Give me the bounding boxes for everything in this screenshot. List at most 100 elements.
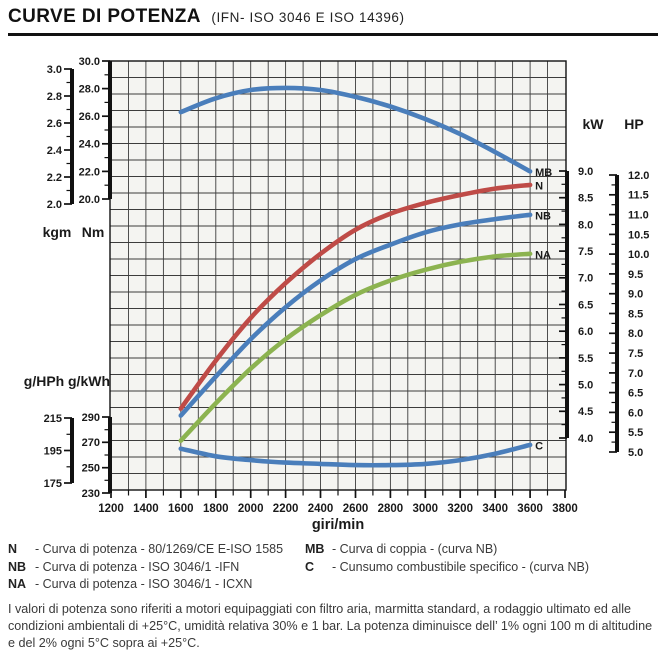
legend-term: N — [8, 542, 18, 556]
svg-text:8.5: 8.5 — [578, 193, 593, 205]
svg-text:1400: 1400 — [133, 503, 159, 515]
svg-text:270: 270 — [82, 437, 100, 449]
svg-text:7.0: 7.0 — [578, 273, 593, 285]
scale-ghph: 215 195 175 g/HPh — [24, 373, 74, 490]
svg-text:12.0: 12.0 — [628, 170, 649, 182]
svg-text:kW: kW — [583, 116, 605, 132]
legend-desc: - Curva di potenza - ISO 3046/1 - ICXN — [35, 577, 253, 591]
svg-text:HP: HP — [624, 116, 643, 132]
svg-text:6.5: 6.5 — [628, 387, 643, 399]
legend-term: C — [305, 559, 315, 574]
svg-text:5.5: 5.5 — [578, 353, 593, 365]
legend-desc: - Curva di potenza - ISO 3046/1 -IFN — [35, 559, 240, 574]
svg-text:22.0: 22.0 — [79, 166, 100, 178]
curve-NA: NA — [178, 249, 551, 443]
svg-text:28.0: 28.0 — [79, 83, 100, 95]
legend-item-nb: NB - Curva di potenza - ISO 3046/1 -IFN — [8, 559, 298, 577]
svg-text:7.5: 7.5 — [628, 348, 643, 360]
svg-text:8.0: 8.0 — [578, 219, 593, 231]
svg-text:6.0: 6.0 — [628, 407, 643, 419]
legend-term: MB — [305, 542, 325, 556]
x-axis-title: giri/min — [312, 517, 364, 533]
svg-text:7.0: 7.0 — [628, 368, 643, 380]
svg-text:1600: 1600 — [168, 503, 194, 515]
svg-text:26.0: 26.0 — [79, 111, 100, 123]
svg-text:10.0: 10.0 — [628, 249, 649, 261]
scale-gkwh: 290 270 250 230 g/kWh — [68, 373, 112, 500]
legend-item-n: N - Curva di potenza - 80/1269/CE E-ISO 1… — [8, 541, 298, 559]
curve-N: N — [178, 180, 543, 411]
curve-NB: NB — [178, 210, 551, 418]
legend-desc: - Cunsumo combustibile specifico - (curv… — [332, 559, 590, 574]
legend-term: NA — [8, 577, 27, 591]
power-curves-chart: 3.0 2.8 2.6 2.4 2.2 2.0 kgm 30.0 28.0 26.0 24.0 22.… — [0, 50, 666, 545]
page-title: CURVE DI POTENZA — [8, 6, 201, 27]
legend-item-na: NA - Curva di potenza - ISO 3046/1 - ICXN — [8, 576, 298, 594]
svg-text:kgm: kgm — [43, 224, 72, 240]
svg-text:2.2: 2.2 — [47, 172, 62, 184]
curve-label-MB: MB — [535, 167, 552, 179]
svg-text:2600: 2600 — [343, 503, 369, 515]
curve-label-NA: NA — [535, 249, 551, 261]
svg-text:175: 175 — [44, 478, 62, 490]
x-axis: 1200 1400 1600 1800 2000 2200 2400 2600 2800 3000… — [98, 490, 578, 533]
svg-text:5.0: 5.0 — [578, 379, 593, 391]
svg-text:Nm: Nm — [82, 224, 105, 240]
svg-text:230: 230 — [82, 488, 100, 500]
svg-text:30.0: 30.0 — [79, 56, 100, 68]
svg-text:9.5: 9.5 — [628, 269, 643, 281]
svg-text:2.4: 2.4 — [47, 145, 63, 157]
svg-text:8.0: 8.0 — [628, 328, 643, 340]
svg-text:1200: 1200 — [98, 503, 124, 515]
chart-svg: 3.0 2.8 2.6 2.4 2.2 2.0 kgm 30.0 28.0 26.0 24.0 22.… — [24, 56, 650, 533]
svg-text:3800: 3800 — [552, 503, 578, 515]
svg-text:2200: 2200 — [273, 503, 299, 515]
svg-text:5.0: 5.0 — [628, 447, 643, 459]
svg-text:9.0: 9.0 — [628, 289, 643, 301]
svg-text:g/HPh: g/HPh — [24, 373, 64, 389]
svg-text:195: 195 — [44, 445, 62, 457]
svg-text:8.5: 8.5 — [628, 308, 643, 320]
svg-text:290: 290 — [82, 412, 100, 424]
page-subtitle: (IFN- ISO 3046 E ISO 14396) — [211, 10, 405, 25]
svg-text:11.5: 11.5 — [628, 190, 649, 202]
legend-column-left: N - Curva di potenza - 80/1269/CE E-ISO 1… — [8, 541, 298, 594]
svg-text:250: 250 — [82, 463, 100, 475]
legend-column-right: MB - Curva di coppia - (curva NB) C - Cuns… — [305, 541, 660, 576]
svg-text:1800: 1800 — [203, 503, 229, 515]
svg-text:2.8: 2.8 — [47, 91, 62, 103]
scale-kw: 9.0 8.5 8.0 7.5 7.0 6.5 6.0 5.5 5.0 4.5 4.0 kW — [559, 116, 604, 445]
curve-label-NB: NB — [535, 210, 551, 222]
svg-text:3400: 3400 — [482, 503, 508, 515]
svg-text:3000: 3000 — [413, 503, 439, 515]
svg-text:11.0: 11.0 — [628, 209, 649, 221]
svg-text:6.5: 6.5 — [578, 299, 593, 311]
scale-nm: 30.0 28.0 26.0 24.0 22.0 20.0 Nm — [79, 56, 112, 240]
footnote-text: I valori di potenza sono riferiti a moto… — [8, 602, 653, 651]
svg-text:20.0: 20.0 — [79, 194, 100, 206]
legend-term: NB — [8, 559, 27, 574]
scale-hp: 12.0 11.5 11.0 10.5 10.0 9.5 9.0 8.5 8.0 7.5 7.0 6.… — [609, 116, 649, 459]
curve-MB: MB — [178, 85, 552, 179]
legend-desc: - Curva di potenza - 80/1269/CE E-ISO 15… — [35, 542, 284, 556]
svg-text:3600: 3600 — [517, 503, 543, 515]
curve-label-N: N — [535, 180, 543, 192]
svg-text:2.0: 2.0 — [47, 199, 62, 211]
legend-desc: - Curva di coppia - (curva NB) — [332, 542, 498, 556]
svg-text:2000: 2000 — [238, 503, 264, 515]
svg-text:24.0: 24.0 — [79, 139, 100, 151]
svg-text:7.5: 7.5 — [578, 246, 593, 258]
curve-label-C: C — [535, 440, 543, 452]
svg-text:6.0: 6.0 — [578, 326, 593, 338]
legend-item-mb: MB - Curva di coppia - (curva NB) — [305, 541, 660, 559]
legend-item-c: C - Cunsumo combustibile specifico - (cur… — [305, 559, 660, 577]
page-header: CURVE DI POTENZA (IFN- ISO 3046 E ISO 14… — [8, 6, 658, 28]
svg-text:4.0: 4.0 — [578, 433, 593, 445]
svg-text:5.5: 5.5 — [628, 427, 643, 439]
svg-text:10.5: 10.5 — [628, 229, 649, 241]
svg-text:4.5: 4.5 — [578, 406, 593, 418]
svg-text:g/kWh: g/kWh — [68, 373, 110, 389]
curve-C: C — [178, 440, 543, 468]
svg-text:9.0: 9.0 — [578, 166, 593, 178]
